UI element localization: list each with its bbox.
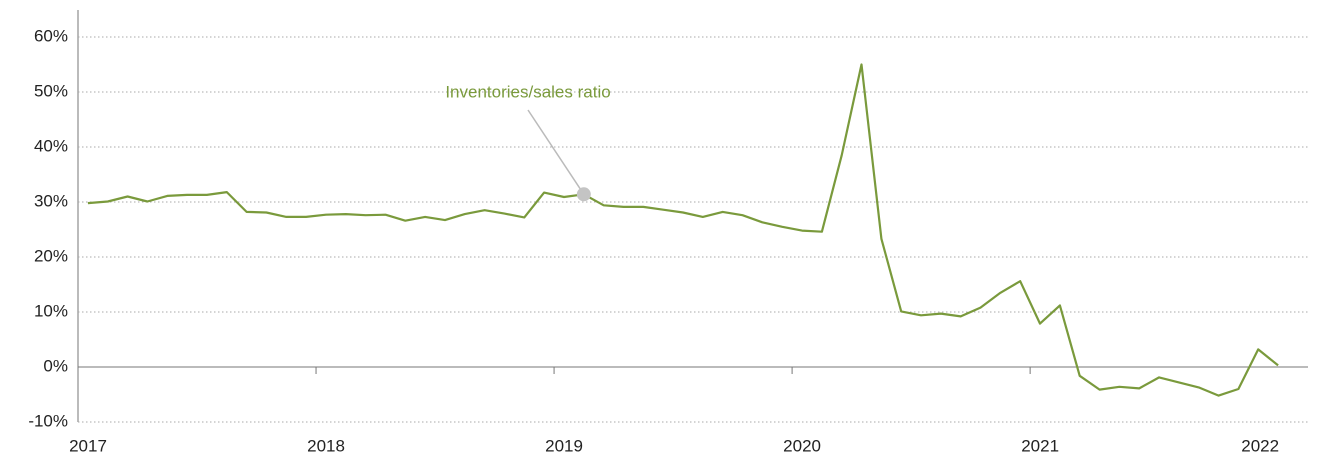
x-tick-label: 2018	[307, 436, 345, 455]
annotation: Inventories/sales ratio	[445, 82, 610, 101]
y-tick-label: -10%	[28, 411, 68, 430]
y-tick-label: 20%	[34, 246, 68, 265]
annotation-leader	[527, 109, 585, 195]
x-tick-label: 2020	[783, 436, 821, 455]
x-tick-label: 2017	[69, 436, 107, 455]
y-tick-label: 40%	[34, 136, 68, 155]
x-tick-label: 2019	[545, 436, 583, 455]
y-tick-label: 50%	[34, 81, 68, 100]
y-tick-label: 0%	[43, 356, 68, 375]
y-tick-label: 10%	[34, 301, 68, 320]
series-line	[87, 63, 1279, 397]
y-tick-label: 30%	[34, 191, 68, 210]
x-tick-label: 2021	[1021, 436, 1059, 455]
annotation-marker	[576, 187, 591, 202]
x-tick-label: 2022	[1241, 436, 1279, 455]
y-tick-label: 60%	[34, 26, 68, 45]
